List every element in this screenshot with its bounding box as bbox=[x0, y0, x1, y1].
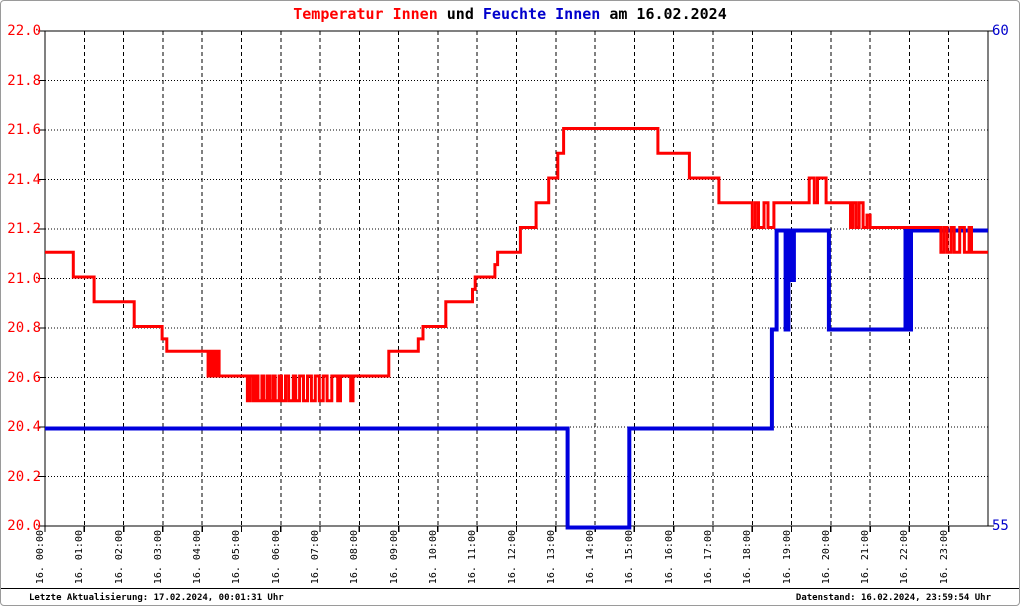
x-tick-label: 16. 23:00 bbox=[938, 530, 950, 585]
x-tick-label: 16. 07:00 bbox=[310, 530, 322, 585]
title-temperature-label: Temperatur Innen bbox=[293, 5, 438, 23]
title-date-label: am 16.02.2024 bbox=[600, 5, 727, 23]
x-tick-label: 16. 21:00 bbox=[860, 530, 872, 585]
x-tick-label: 16. 01:00 bbox=[74, 530, 86, 585]
y-left-tick-label: 21.8 bbox=[7, 72, 41, 89]
series-feuchte-innen bbox=[45, 228, 988, 530]
x-tick-label: 16. 16:00 bbox=[663, 530, 675, 585]
x-tick-label: 16. 20:00 bbox=[820, 530, 832, 585]
x-tick-label: 16. 10:00 bbox=[427, 530, 439, 585]
last-update-text: Letzte Aktualisierung: 17.02.2024, 00:01… bbox=[29, 593, 284, 603]
y-left-tick-label: 21.0 bbox=[7, 270, 41, 287]
x-tick-label: 16. 03:00 bbox=[152, 530, 164, 585]
data-timestamp-text: Datenstand: 16.02.2024, 23:59:54 Uhr bbox=[795, 593, 991, 603]
x-tick-label: 16. 19:00 bbox=[781, 530, 793, 585]
chart-title: Temperatur Innen und Feuchte Innen am 16… bbox=[1, 5, 1019, 23]
x-tick-label: 16. 18:00 bbox=[742, 530, 754, 585]
x-tick-label: 16. 22:00 bbox=[899, 530, 911, 585]
x-tick-label: 16. 11:00 bbox=[467, 530, 479, 585]
y-left-tick-label: 21.2 bbox=[7, 221, 41, 237]
title-conjunction: und bbox=[437, 5, 483, 23]
x-tick-label: 16. 17:00 bbox=[702, 530, 714, 585]
title-humidity-label: Feuchte Innen bbox=[482, 5, 601, 23]
y-left-tick-label: 20.0 bbox=[7, 518, 41, 534]
footer-divider bbox=[1, 588, 1019, 589]
y-left-tick-label: 21.4 bbox=[7, 171, 41, 188]
x-tick-label: 16. 08:00 bbox=[349, 530, 361, 585]
y-left-tick-label: 20.6 bbox=[7, 369, 41, 386]
x-tick-label: 16. 15:00 bbox=[624, 530, 636, 585]
x-tick-label: 16. 13:00 bbox=[545, 530, 557, 585]
x-tick-label: 16. 05:00 bbox=[231, 530, 243, 585]
x-tick-label: 16. 00:00 bbox=[35, 530, 46, 585]
x-tick-label: 16. 14:00 bbox=[585, 530, 597, 585]
y-left-tick-label: 22.0 bbox=[7, 23, 41, 39]
series-temperatur-innen bbox=[45, 127, 988, 403]
y-right-tick-label: 60 bbox=[992, 23, 1009, 39]
x-tick-label: 16. 04:00 bbox=[192, 530, 204, 585]
x-tick-label: 16. 02:00 bbox=[113, 530, 125, 585]
x-tick-label: 16. 12:00 bbox=[506, 530, 518, 585]
y-left-tick-label: 20.4 bbox=[7, 419, 41, 435]
y-right-tick-label: 55 bbox=[992, 518, 1009, 534]
y-left-tick-label: 20.8 bbox=[7, 320, 41, 336]
y-left-tick-label: 20.2 bbox=[7, 468, 41, 485]
x-tick-label: 16. 06:00 bbox=[270, 530, 282, 585]
x-tick-label: 16. 09:00 bbox=[388, 530, 400, 585]
y-left-tick-label: 21.6 bbox=[7, 122, 41, 138]
